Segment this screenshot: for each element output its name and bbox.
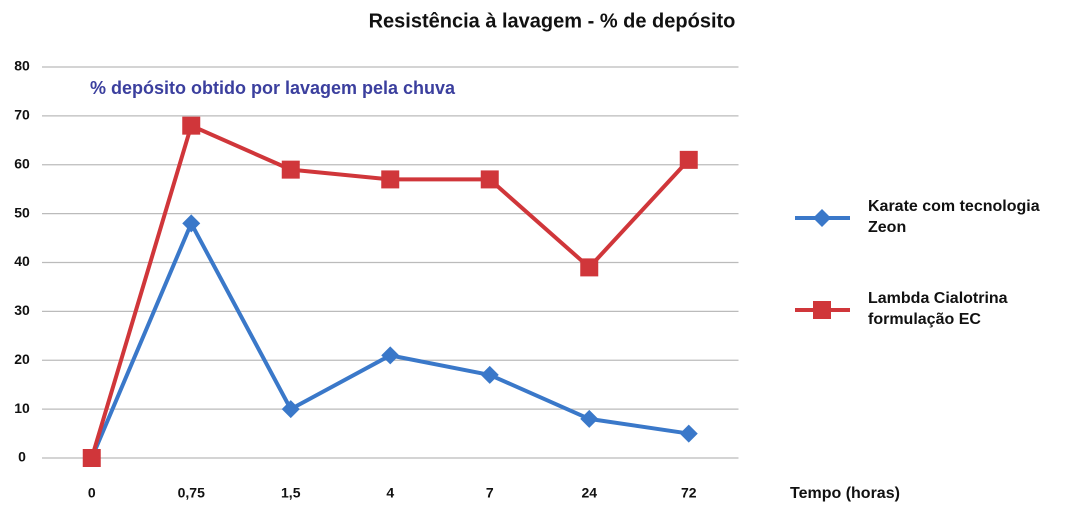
point xyxy=(281,160,300,179)
x-tick-label: 0,75 xyxy=(178,485,205,501)
x-tick-label: 24 xyxy=(581,485,597,501)
y-tick-label: 0 xyxy=(18,449,26,465)
y-tick-label: 50 xyxy=(14,204,30,220)
x-axis-label: Tempo (horas) xyxy=(790,485,900,502)
x-tick-label: 72 xyxy=(681,485,697,501)
point xyxy=(580,409,599,428)
point xyxy=(182,116,201,135)
point xyxy=(82,449,101,467)
point xyxy=(679,150,698,169)
legend-marker xyxy=(813,301,831,319)
point xyxy=(381,346,400,365)
legend-label: Karate com tecnologia Zeon xyxy=(868,198,1040,236)
point xyxy=(381,170,400,189)
point xyxy=(679,424,698,443)
legend-label: Lambda Cialotrina formulação EC xyxy=(868,290,1008,328)
y-tick-label: 10 xyxy=(14,400,30,416)
y-tick-label: 20 xyxy=(14,351,30,367)
point xyxy=(281,400,300,419)
y-tick-label: 80 xyxy=(14,58,30,74)
point xyxy=(182,214,201,233)
x-tick-label: 1,5 xyxy=(281,485,301,501)
chart-title: Resistência à lavagem - % de depósito xyxy=(369,10,736,32)
y-tick-label: 60 xyxy=(14,155,30,171)
x-tick-label: 4 xyxy=(386,485,394,501)
x-tick-label: 7 xyxy=(486,485,494,501)
x-tick-label: 0 xyxy=(88,485,96,501)
y-tick-label: 70 xyxy=(14,107,30,123)
annotation: % depósito obtido por lavagem pela chuva xyxy=(90,78,456,98)
y-tick-label: 30 xyxy=(14,302,30,318)
point xyxy=(480,170,499,189)
point xyxy=(580,258,599,277)
y-tick-label: 40 xyxy=(14,253,30,269)
legend-marker xyxy=(813,209,831,227)
point xyxy=(480,365,499,384)
